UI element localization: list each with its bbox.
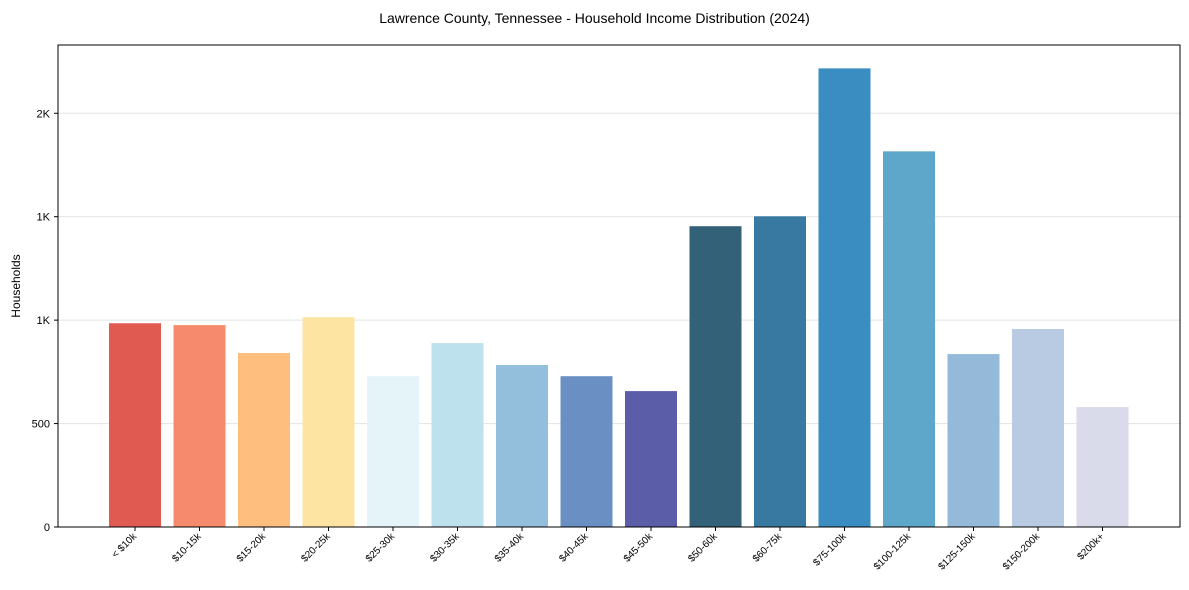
bar--50-60k: [689, 226, 742, 527]
x-tick-label: $40-45k: [557, 531, 591, 565]
x-tick-label: $10-15k: [170, 531, 204, 565]
x-tick-label: $50-60k: [686, 531, 720, 565]
x-tick-label: $150-200k: [1001, 531, 1043, 573]
x-tick-label: $75-100k: [811, 531, 849, 569]
x-axis: < $10k $10-15k $15-20k $20-25k $25-30k $30-35…: [110, 527, 1107, 573]
x-tick-label: $30-35k: [428, 531, 462, 565]
bar--75-100k: [818, 68, 871, 527]
bars: [109, 68, 1129, 528]
bar--100-125k: [883, 151, 935, 527]
x-tick-label: $15-20k: [235, 531, 269, 565]
x-tick-label: $200k+: [1075, 531, 1106, 562]
x-tick-label: $60-75k: [751, 531, 785, 565]
bar--60-75k: [754, 216, 806, 528]
y-tick-label: 2K: [37, 108, 51, 120]
bar--45-50k: [625, 391, 677, 527]
y-axis-label: Households: [9, 254, 23, 317]
bar--25-30k: [367, 376, 419, 527]
x-tick-label: $35-40k: [493, 531, 527, 565]
x-tick-label: $100-125k: [872, 531, 914, 573]
x-tick-label: $20-25k: [299, 531, 333, 565]
x-tick-label: $45-50k: [622, 531, 656, 565]
gridlines: [58, 112, 1180, 425]
bar--15-20k: [238, 353, 290, 527]
y-axis: 0 500 1K 1K 2K: [32, 108, 58, 534]
x-tick-label: $125-150k: [936, 531, 978, 573]
bar--150-200k: [1012, 329, 1064, 527]
y-tick-label: 1K: [37, 315, 51, 327]
x-tick-label: < $10k: [110, 531, 140, 561]
x-tick-label: $25-30k: [364, 531, 398, 565]
y-tick-label: 500: [32, 419, 50, 431]
bar--35-40k: [496, 365, 548, 527]
plot-frame: [57, 44, 1181, 528]
bar--200k-: [1076, 407, 1129, 527]
bar--10k: [109, 323, 161, 527]
bar--10-15k: [173, 325, 226, 527]
chart-title: Lawrence County, Tennessee - Household I…: [379, 10, 810, 26]
bar--20-25k: [302, 317, 355, 527]
y-tick-label: 1K: [37, 212, 51, 224]
y-tick-label: 0: [44, 522, 50, 534]
bar--125-150k: [947, 354, 1000, 527]
bar--40-45k: [560, 376, 613, 527]
bar--30-35k: [431, 343, 484, 527]
